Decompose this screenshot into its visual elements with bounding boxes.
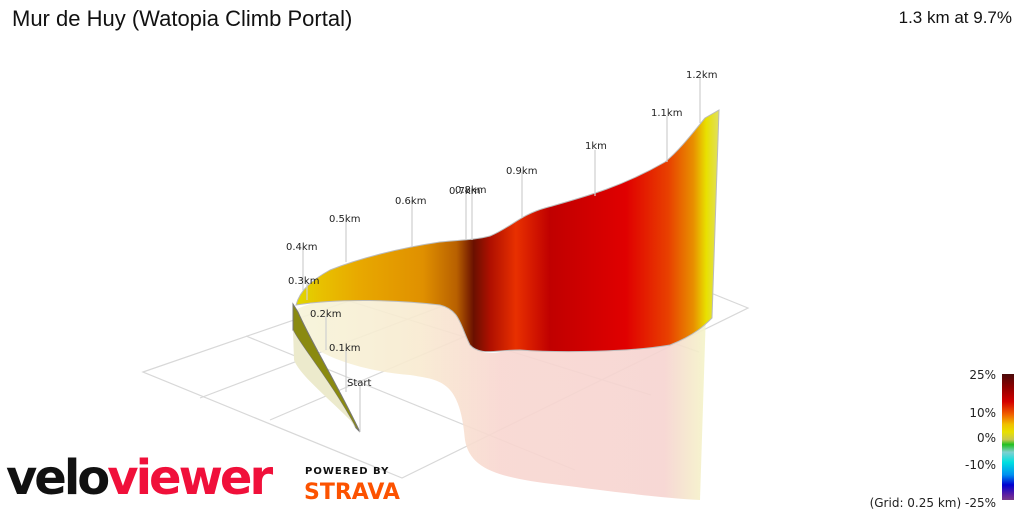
strava-logo[interactable]: STRAVA (304, 480, 400, 505)
marker-0-4km: 0.4km (286, 242, 317, 253)
veloviewer-logo[interactable]: veloviewer (6, 450, 273, 506)
distance-marker-poles (302, 78, 701, 432)
legend-tick-minus-25: -25% (964, 496, 996, 510)
legend-tick-0: 0% (976, 431, 996, 445)
ribbon-start-ramp-shadow (293, 330, 356, 428)
legend-tick-25: 25% (969, 368, 996, 382)
marker-0-5km: 0.5km (329, 214, 360, 225)
powered-by-label: POWERED BY (305, 466, 390, 477)
marker-0-3km: 0.3km (288, 276, 319, 287)
grid-note: (Grid: 0.25 km) (869, 496, 962, 510)
page-title: Mur de Huy (Watopia Climb Portal) (12, 6, 353, 31)
distance-marker-labels: Start 0.1km 0.2km 0.3km 0.4km 0.5km 0.6k… (286, 70, 717, 389)
marker-1km: 1km (585, 141, 607, 152)
logo-viewer-text: viewer (107, 450, 273, 506)
marker-0-7km: 0.7km (449, 186, 480, 197)
marker-1-1km: 1.1km (651, 108, 682, 119)
marker-0-9km: 0.9km (506, 166, 537, 177)
marker-start: Start (347, 378, 372, 389)
climb-summary: 1.3 km at 9.7% (898, 8, 1012, 27)
marker-0-6km: 0.6km (395, 196, 426, 207)
legend-grid-note: (Grid: 0.25 km) -25% (870, 496, 996, 510)
gradient-color-legend: 25% 10% 0% -10% (Grid: 0.25 km) -25% (870, 368, 1024, 512)
legend-color-bar (1002, 374, 1014, 500)
logo-velo-text: velo (6, 450, 110, 506)
ribbon-wall (295, 109, 720, 353)
legend-tick-minus-10: -10% (964, 458, 996, 472)
legend-tick-10: 10% (969, 406, 996, 420)
marker-0-8km: 0.8km (455, 185, 486, 196)
marker-0-2km: 0.2km (310, 309, 341, 320)
marker-0-1km: 0.1km (329, 343, 360, 354)
marker-1-2km: 1.2km (686, 70, 717, 81)
